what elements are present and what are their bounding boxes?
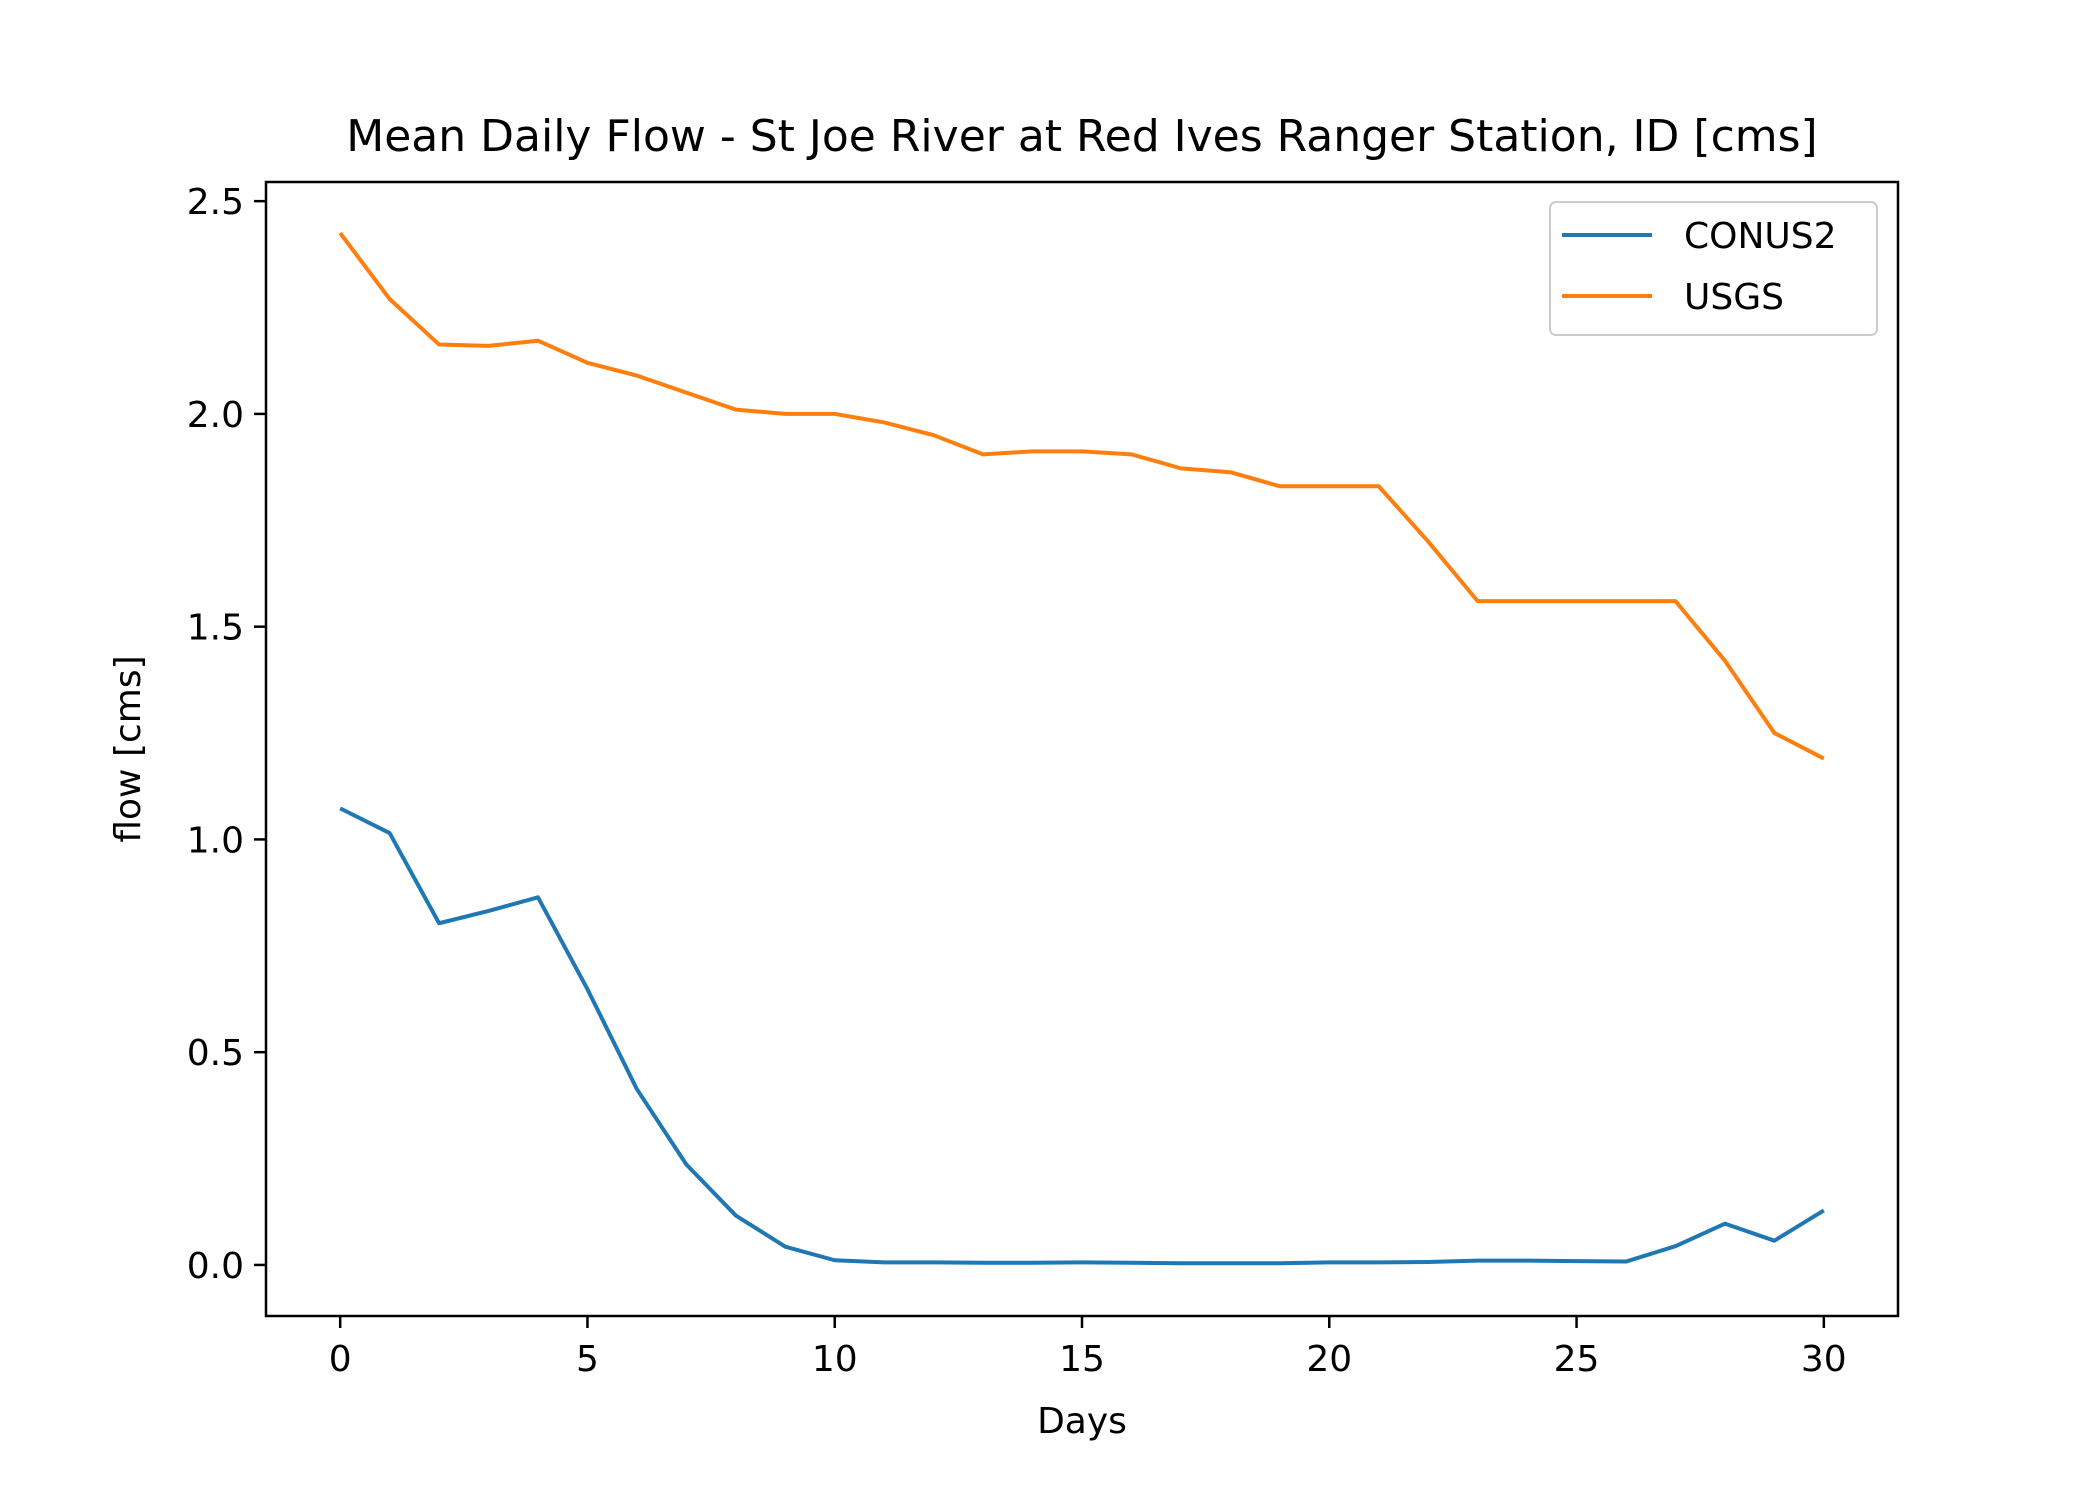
y-tick-label: 0.5 xyxy=(187,1033,244,1074)
x-axis-label: Days xyxy=(1037,1401,1127,1442)
y-tick-label: 1.0 xyxy=(187,820,244,861)
y-tick-label: 2.0 xyxy=(187,395,244,436)
y-tick-label: 0.0 xyxy=(187,1246,244,1287)
series-line-conus2 xyxy=(339,806,1825,1266)
chart-title: Mean Daily Flow - St Joe River at Red Iv… xyxy=(346,111,1817,162)
x-tick-label: 25 xyxy=(1554,1339,1600,1380)
x-tick-label: 5 xyxy=(576,1339,599,1380)
x-axis: 0 5 10 15 20 25 30 xyxy=(329,1316,1847,1380)
x-tick-label: 15 xyxy=(1059,1339,1105,1380)
legend-label-conus2: CONUS2 xyxy=(1684,216,1837,257)
x-tick-label: 30 xyxy=(1801,1339,1847,1380)
x-tick-label: 10 xyxy=(812,1339,858,1380)
plot-frame xyxy=(264,180,1900,1318)
y-tick-label: 2.5 xyxy=(187,182,244,223)
plot-lines xyxy=(338,231,1825,1266)
y-axis-label: flow [cms] xyxy=(108,655,149,842)
x-tick-label: 0 xyxy=(329,1339,352,1380)
legend: CONUS2 USGS xyxy=(1549,201,1878,336)
y-tick-label: 1.5 xyxy=(187,608,244,649)
series-line-usgs xyxy=(338,231,1825,761)
legend-label-usgs: USGS xyxy=(1684,277,1784,318)
y-axis: 0.0 0.5 1.0 1.5 2.0 2.5 xyxy=(187,182,266,1287)
x-tick-label: 20 xyxy=(1306,1339,1352,1380)
